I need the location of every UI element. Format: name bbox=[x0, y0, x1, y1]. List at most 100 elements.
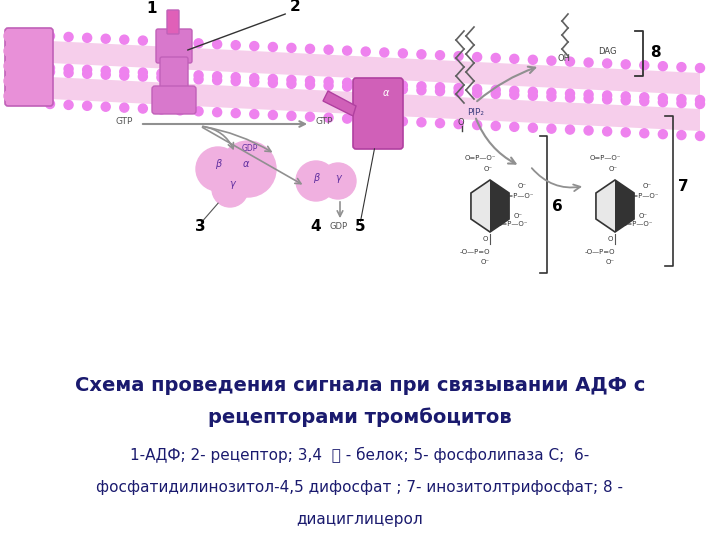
Circle shape bbox=[454, 84, 463, 93]
Circle shape bbox=[621, 60, 630, 69]
Circle shape bbox=[565, 93, 575, 102]
Text: 4: 4 bbox=[310, 219, 320, 234]
Circle shape bbox=[696, 132, 704, 140]
Circle shape bbox=[343, 46, 351, 55]
Circle shape bbox=[4, 60, 16, 72]
Circle shape bbox=[528, 123, 537, 132]
Circle shape bbox=[45, 31, 55, 40]
Text: β: β bbox=[215, 159, 221, 169]
Circle shape bbox=[64, 64, 73, 73]
Circle shape bbox=[231, 73, 240, 82]
Circle shape bbox=[436, 119, 444, 127]
Circle shape bbox=[398, 81, 408, 90]
Text: 6: 6 bbox=[552, 199, 563, 214]
Circle shape bbox=[398, 49, 408, 58]
Circle shape bbox=[603, 127, 612, 136]
Text: рецепторами тромбоцитов: рецепторами тромбоцитов bbox=[208, 407, 512, 427]
Circle shape bbox=[343, 78, 351, 87]
Circle shape bbox=[417, 50, 426, 59]
Text: α: α bbox=[243, 159, 249, 169]
Text: DAG: DAG bbox=[598, 47, 616, 56]
Circle shape bbox=[83, 33, 91, 42]
Text: 3: 3 bbox=[195, 219, 206, 234]
Circle shape bbox=[454, 87, 463, 97]
Text: -O—P=O: -O—P=O bbox=[460, 249, 490, 255]
Text: O=P—O⁻: O=P—O⁻ bbox=[589, 155, 621, 161]
Circle shape bbox=[547, 88, 556, 97]
Circle shape bbox=[4, 30, 16, 42]
Circle shape bbox=[4, 45, 16, 57]
Text: OH: OH bbox=[558, 54, 571, 63]
Circle shape bbox=[287, 43, 296, 52]
Circle shape bbox=[510, 86, 519, 96]
Circle shape bbox=[658, 130, 667, 139]
Text: O: O bbox=[458, 118, 464, 127]
Circle shape bbox=[603, 91, 612, 100]
Circle shape bbox=[231, 109, 240, 118]
Circle shape bbox=[491, 53, 500, 63]
Circle shape bbox=[398, 85, 408, 94]
Circle shape bbox=[83, 102, 91, 110]
Text: γ: γ bbox=[335, 173, 341, 183]
Text: O⁻: O⁻ bbox=[480, 259, 490, 265]
Circle shape bbox=[472, 89, 482, 98]
Circle shape bbox=[324, 81, 333, 90]
Circle shape bbox=[584, 90, 593, 99]
Circle shape bbox=[677, 99, 686, 107]
Text: O⁻: O⁻ bbox=[608, 166, 618, 172]
Text: β: β bbox=[313, 173, 319, 183]
Circle shape bbox=[212, 107, 222, 117]
Circle shape bbox=[138, 72, 148, 81]
Circle shape bbox=[176, 106, 184, 115]
FancyBboxPatch shape bbox=[152, 86, 196, 114]
Text: 5: 5 bbox=[355, 219, 366, 234]
Circle shape bbox=[324, 113, 333, 122]
Polygon shape bbox=[50, 41, 700, 95]
Circle shape bbox=[379, 80, 389, 89]
Circle shape bbox=[102, 34, 110, 43]
Circle shape bbox=[231, 77, 240, 86]
Circle shape bbox=[436, 51, 444, 60]
Circle shape bbox=[696, 99, 704, 109]
Circle shape bbox=[305, 112, 315, 122]
Circle shape bbox=[196, 147, 240, 191]
Text: GDP: GDP bbox=[242, 144, 258, 153]
Text: O⁻: O⁻ bbox=[513, 213, 523, 219]
Text: O=P—O⁻: O=P—O⁻ bbox=[496, 221, 528, 227]
Circle shape bbox=[320, 163, 356, 199]
Circle shape bbox=[640, 93, 649, 102]
Circle shape bbox=[472, 120, 482, 130]
Circle shape bbox=[287, 79, 296, 89]
Circle shape bbox=[491, 85, 500, 94]
FancyBboxPatch shape bbox=[5, 28, 53, 106]
Circle shape bbox=[584, 126, 593, 135]
Text: O=P—O⁻: O=P—O⁻ bbox=[627, 193, 659, 199]
Circle shape bbox=[250, 42, 258, 51]
Circle shape bbox=[510, 123, 519, 131]
Circle shape bbox=[621, 96, 630, 105]
Circle shape bbox=[194, 75, 203, 84]
Circle shape bbox=[138, 68, 148, 77]
Circle shape bbox=[658, 93, 667, 103]
Circle shape bbox=[250, 110, 258, 119]
Text: GDP: GDP bbox=[330, 222, 348, 231]
Circle shape bbox=[677, 94, 686, 104]
FancyBboxPatch shape bbox=[167, 10, 179, 34]
Circle shape bbox=[417, 86, 426, 95]
Circle shape bbox=[379, 48, 389, 57]
Text: O: O bbox=[607, 236, 613, 242]
Circle shape bbox=[64, 69, 73, 77]
Text: диациглицерол: диациглицерол bbox=[297, 512, 423, 526]
Circle shape bbox=[361, 83, 370, 92]
Text: α: α bbox=[383, 88, 390, 98]
Circle shape bbox=[640, 61, 649, 70]
Text: PIP₂: PIP₂ bbox=[467, 108, 484, 117]
Circle shape bbox=[305, 76, 315, 85]
Text: Схема проведения сигнала при связывании АДФ с: Схема проведения сигнала при связывании … bbox=[75, 375, 645, 395]
Circle shape bbox=[212, 72, 222, 80]
Text: -O—P=O: -O—P=O bbox=[585, 249, 616, 255]
Circle shape bbox=[361, 79, 370, 88]
Circle shape bbox=[269, 111, 277, 119]
Circle shape bbox=[138, 104, 148, 113]
Circle shape bbox=[269, 78, 277, 87]
